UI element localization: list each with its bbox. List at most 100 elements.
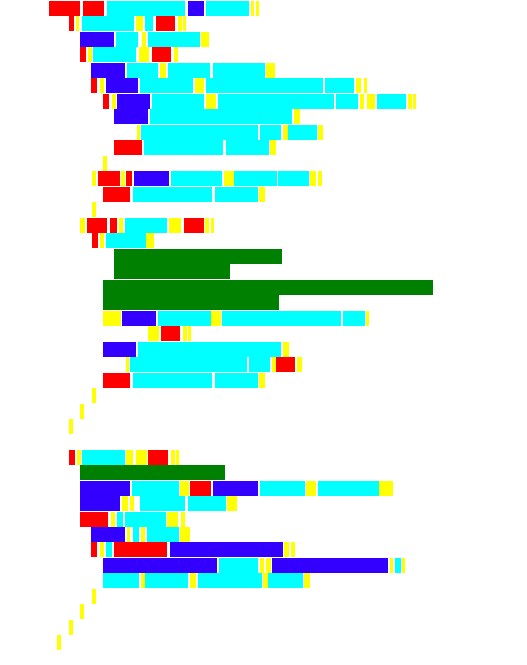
yellow-segment xyxy=(266,558,271,573)
cyan-segment xyxy=(145,16,153,31)
yellow-segment xyxy=(366,311,369,326)
cyan-segment xyxy=(268,573,303,588)
yellow-segment xyxy=(284,542,289,557)
cyan-segment xyxy=(171,171,222,186)
yellow-segment xyxy=(318,125,323,140)
yellow-segment xyxy=(142,32,146,47)
yellow-segment xyxy=(136,450,147,465)
yellow-segment xyxy=(205,218,209,233)
yellow-segment xyxy=(259,187,265,202)
yellow-segment xyxy=(390,558,393,573)
yellow-segment xyxy=(119,218,123,233)
yellow-segment xyxy=(137,125,140,140)
cyan-segment xyxy=(168,63,210,78)
red-segment xyxy=(103,373,130,388)
yellow-segment xyxy=(112,94,116,109)
cyan-segment xyxy=(219,558,258,573)
cyan-segment xyxy=(130,357,247,372)
cyan-segment xyxy=(117,512,123,527)
yellow-segment xyxy=(260,558,264,573)
red-segment xyxy=(91,78,97,93)
yellow-segment xyxy=(92,202,96,217)
yellow-segment xyxy=(167,512,178,527)
cyan-segment xyxy=(325,78,354,93)
red-segment xyxy=(91,542,97,557)
yellow-segment xyxy=(266,63,275,78)
cyan-segment xyxy=(336,94,358,109)
cyan-segment xyxy=(198,573,262,588)
cyan-segment xyxy=(127,63,158,78)
yellow-segment xyxy=(201,32,209,47)
yellow-segment xyxy=(183,16,186,31)
yellow-segment xyxy=(80,218,85,233)
cyan-segment xyxy=(133,187,212,202)
red-segment xyxy=(87,218,107,233)
cyan-segment xyxy=(132,481,179,496)
yellow-segment xyxy=(413,94,416,109)
cyan-segment xyxy=(226,140,269,155)
yellow-segment xyxy=(211,218,214,233)
blue-segment xyxy=(103,342,136,357)
green-bar xyxy=(103,295,279,310)
blue-segment xyxy=(103,558,217,573)
red-segment xyxy=(114,542,167,557)
blue-segment xyxy=(122,311,156,326)
red-segment xyxy=(161,326,180,341)
red-segment xyxy=(98,171,120,186)
blue-segment xyxy=(188,1,204,16)
blue-segment xyxy=(114,109,148,124)
yellow-segment xyxy=(408,94,412,109)
cyan-segment xyxy=(206,1,249,16)
blue-segment xyxy=(80,32,114,47)
cyan-segment xyxy=(213,63,265,78)
yellow-segment xyxy=(190,573,196,588)
yellow-segment xyxy=(283,342,289,357)
red-segment xyxy=(80,512,108,527)
yellow-segment xyxy=(360,94,364,109)
green-bar xyxy=(114,264,230,279)
yellow-segment xyxy=(141,527,145,542)
yellow-segment xyxy=(256,1,259,16)
cyan-segment xyxy=(343,311,365,326)
yellow-segment xyxy=(272,357,276,372)
yellow-segment xyxy=(92,171,96,186)
cyan-segment xyxy=(234,171,277,186)
yellow-segment xyxy=(136,16,143,31)
yellow-segment xyxy=(263,573,268,588)
red-segment xyxy=(190,481,211,496)
yellow-segment xyxy=(80,404,84,419)
yellow-segment xyxy=(251,1,254,16)
yellow-segment xyxy=(148,326,159,341)
cyan-segment xyxy=(318,481,379,496)
red-segment xyxy=(103,94,109,109)
yellow-segment xyxy=(188,326,191,341)
cyan-segment xyxy=(82,16,134,31)
cyan-segment xyxy=(260,481,305,496)
blue-segment xyxy=(272,558,388,573)
cyan-segment xyxy=(215,373,258,388)
yellow-segment xyxy=(364,78,367,93)
red-segment xyxy=(148,450,168,465)
cyan-segment xyxy=(140,496,185,511)
yellow-segment xyxy=(176,450,179,465)
cyan-segment xyxy=(82,450,125,465)
red-segment xyxy=(152,47,171,62)
yellow-segment xyxy=(310,171,316,186)
red-segment xyxy=(276,357,295,372)
yellow-segment xyxy=(294,109,300,124)
green-bar xyxy=(103,280,433,295)
red-segment xyxy=(49,1,80,16)
cyan-segment xyxy=(107,1,185,16)
cyan-segment xyxy=(157,527,179,542)
cyan-segment xyxy=(106,542,112,557)
yellow-segment xyxy=(379,481,393,496)
red-segment xyxy=(110,218,117,233)
yellow-segment xyxy=(100,542,104,557)
yellow-segment xyxy=(181,512,185,527)
yellow-segment xyxy=(126,357,129,372)
yellow-segment xyxy=(146,233,154,248)
red-segment xyxy=(92,233,98,248)
yellow-segment xyxy=(402,558,405,573)
blue-segment xyxy=(170,542,283,557)
